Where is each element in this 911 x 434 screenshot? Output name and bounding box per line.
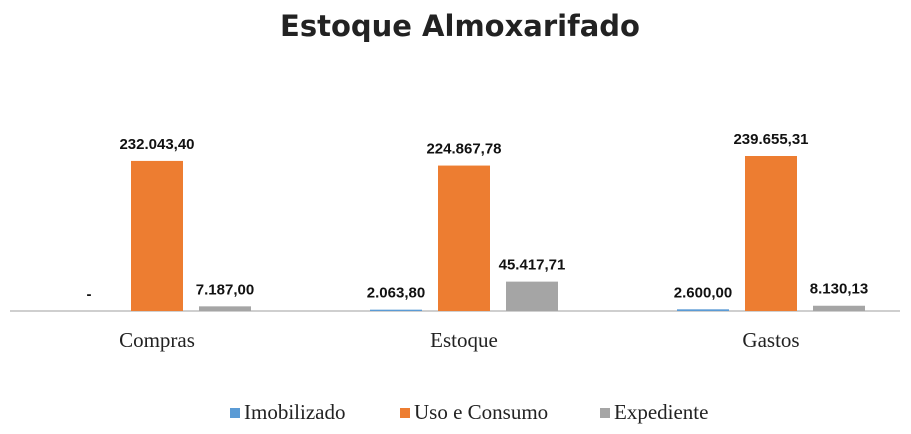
bar [199,306,251,311]
data-label: 45.417,71 [499,257,566,274]
data-label: 232.043,40 [119,136,194,153]
data-label: 239.655,31 [733,131,808,148]
x-tick-label: Estoque [430,328,498,352]
bar [813,305,865,311]
legend-label: Expediente [614,400,708,424]
legend-swatch [230,408,240,418]
data-label: 2.063,80 [367,285,425,302]
data-label: - [87,286,92,303]
x-tick-label: Compras [119,328,195,352]
legend-label: Uso e Consumo [414,400,548,424]
bar [506,281,558,311]
bar [370,309,422,311]
chart-title: Estoque Almoxarifado [280,9,640,43]
legend-swatch [600,408,610,418]
legend-label: Imobilizado [244,400,345,424]
data-label: 2.600,00 [674,284,732,301]
bar [131,160,183,311]
x-tick-label: Gastos [742,328,799,352]
data-label: 224.867,78 [426,141,501,158]
data-label: 7.187,00 [196,281,254,298]
legend-swatch [400,408,410,418]
bar [677,309,729,311]
bar [745,156,797,311]
bar [438,165,490,311]
data-label: 8.130,13 [810,281,868,298]
